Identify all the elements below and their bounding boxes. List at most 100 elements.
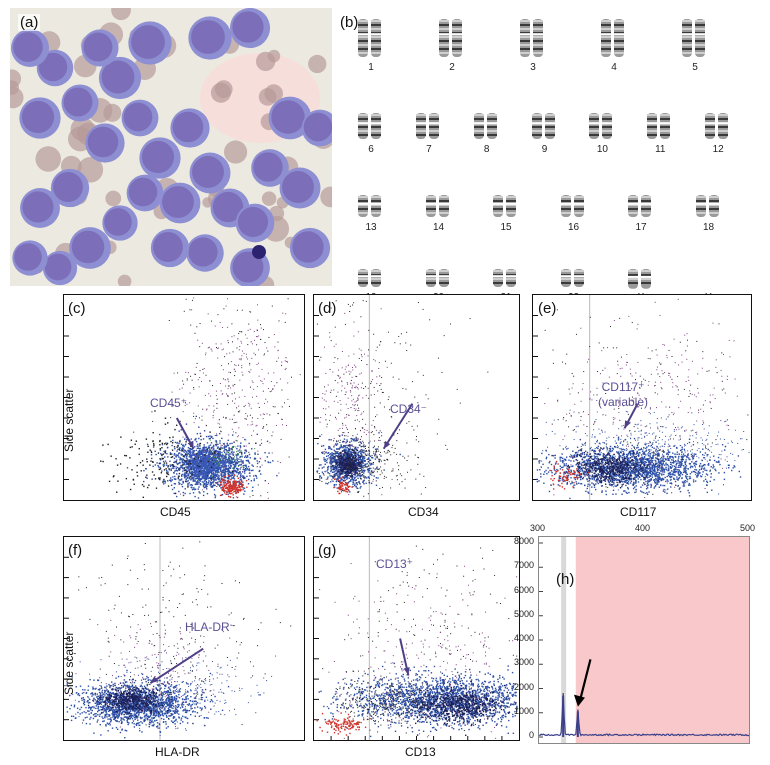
event-dot xyxy=(166,442,169,445)
event-dot xyxy=(359,487,361,489)
event-dot xyxy=(340,457,342,459)
event-dot xyxy=(160,472,163,474)
event-dot xyxy=(611,472,614,475)
event-dot xyxy=(172,476,174,478)
event-dot xyxy=(333,453,335,455)
event-dot xyxy=(319,475,321,477)
event-dot xyxy=(233,478,236,480)
event-dot xyxy=(263,329,265,331)
event-dot xyxy=(209,439,211,441)
event-dot xyxy=(257,402,259,404)
event-dot xyxy=(236,407,238,409)
event-dot xyxy=(209,467,212,470)
event-dot xyxy=(414,454,416,456)
event-dot xyxy=(205,452,207,454)
event-dot xyxy=(346,475,348,477)
event-dot xyxy=(347,474,349,477)
event-dot xyxy=(202,482,205,484)
event-dot xyxy=(212,475,214,477)
event-dot xyxy=(185,439,188,441)
event-dot xyxy=(340,451,342,453)
event-dot xyxy=(592,483,595,485)
event-dot xyxy=(337,382,339,384)
event-dot xyxy=(241,462,243,464)
event-dot xyxy=(227,493,229,496)
event-dot xyxy=(234,484,237,487)
event-dot xyxy=(284,321,286,323)
event-dot xyxy=(228,495,230,498)
event-dot xyxy=(181,448,183,450)
event-dot xyxy=(352,458,354,460)
event-dot xyxy=(361,457,364,460)
event-dot xyxy=(256,460,258,462)
event-dot xyxy=(198,465,201,468)
event-dot xyxy=(213,478,215,481)
event-dot xyxy=(349,472,351,474)
event-dot xyxy=(274,406,276,408)
event-dot xyxy=(184,473,186,476)
event-dot xyxy=(226,393,228,395)
event-dot xyxy=(263,426,265,428)
event-dot xyxy=(239,330,241,332)
event-dot xyxy=(165,468,167,470)
event-dot xyxy=(345,471,348,474)
event-dot xyxy=(355,467,358,469)
event-dot xyxy=(357,446,359,449)
event-dot xyxy=(100,460,102,462)
event-dot xyxy=(365,449,367,451)
event-dot xyxy=(186,460,189,462)
event-dot xyxy=(418,457,420,459)
event-dot xyxy=(188,459,190,461)
event-dot xyxy=(162,480,165,482)
event-dot xyxy=(192,462,194,464)
event-dot xyxy=(333,345,335,347)
event-dot xyxy=(346,478,348,480)
event-dot xyxy=(164,451,166,453)
event-dot xyxy=(223,475,226,478)
event-dot xyxy=(339,480,341,483)
event-dot xyxy=(228,490,230,493)
event-dot xyxy=(193,488,195,491)
event-dot xyxy=(197,457,200,459)
event-dot xyxy=(182,470,184,472)
event-dot xyxy=(129,457,131,459)
event-dot xyxy=(240,480,243,483)
event-dot xyxy=(284,402,286,404)
event-dot xyxy=(239,474,242,477)
event-dot xyxy=(222,462,224,464)
event-dot xyxy=(231,484,233,487)
event-dot xyxy=(235,421,237,423)
event-dot xyxy=(212,417,214,419)
event-dot xyxy=(373,434,375,436)
event-dot xyxy=(240,451,242,453)
event-dot xyxy=(349,373,351,375)
event-dot xyxy=(352,398,354,400)
event-dot xyxy=(351,471,353,473)
event-dot xyxy=(253,352,255,354)
event-dot xyxy=(360,474,363,477)
event-dot xyxy=(207,475,209,477)
event-dot xyxy=(174,428,176,431)
event-dot xyxy=(360,453,363,455)
event-dot xyxy=(193,470,196,472)
event-dot xyxy=(188,464,191,466)
event-dot xyxy=(330,389,332,391)
event-dot xyxy=(333,485,336,487)
event-dot xyxy=(207,466,209,468)
event-dot xyxy=(195,468,198,470)
event-dot xyxy=(235,432,237,434)
event-dot xyxy=(231,442,233,445)
event-dot xyxy=(379,488,381,490)
event-dot xyxy=(214,464,217,466)
event-dot xyxy=(340,446,342,449)
event-dot xyxy=(219,452,221,454)
event-dot xyxy=(173,483,176,485)
event-dot xyxy=(195,461,197,464)
event-dot xyxy=(364,456,366,458)
event-dot xyxy=(171,467,174,469)
event-dot xyxy=(227,482,229,485)
event-dot xyxy=(208,405,210,407)
event-dot xyxy=(224,465,226,468)
event-dot xyxy=(238,464,240,466)
event-dot xyxy=(185,479,187,481)
